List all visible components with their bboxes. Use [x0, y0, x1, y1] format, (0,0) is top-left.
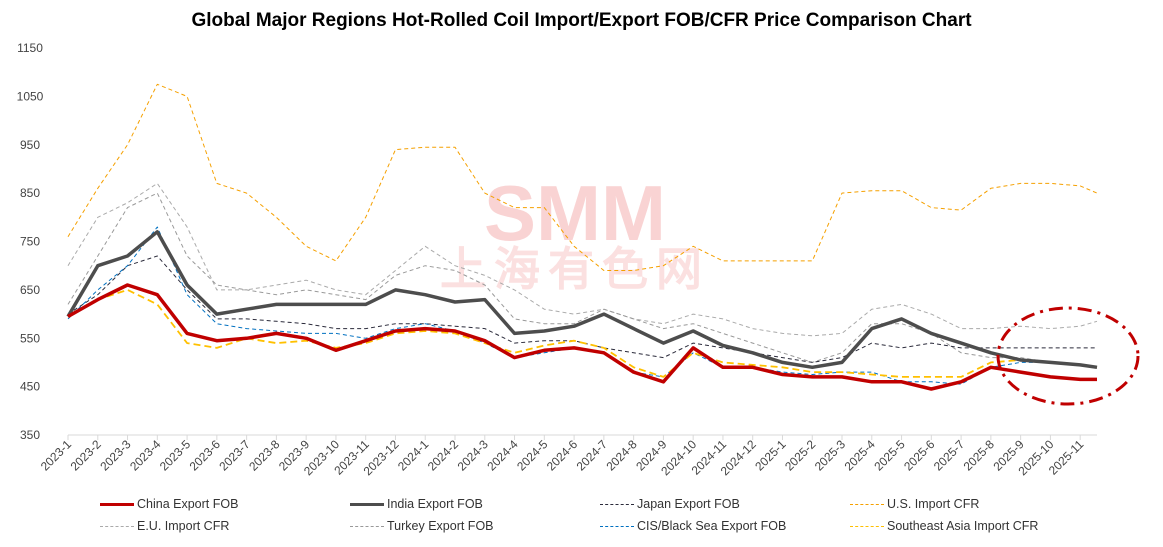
x-tick-label: 2023-5	[157, 437, 194, 474]
legend-swatch	[850, 525, 884, 527]
series-line-southeast-asia-import-cfr	[67, 288, 1098, 378]
legend-item: U.S. Import CFR	[850, 497, 979, 511]
x-tick-label: 2023-3	[97, 437, 134, 474]
x-tick-label: 2023-4	[127, 437, 164, 474]
legend-item: Japan Export FOB	[600, 497, 740, 511]
legend-item: India Export FOB	[350, 497, 483, 511]
x-tick-label: 2025-6	[901, 437, 938, 474]
watermark-text: 上海有色网	[440, 243, 710, 295]
x-tick-label: 2025-2	[782, 437, 819, 474]
x-tick-label: 2024-3	[455, 437, 492, 474]
legend-label: E.U. Import CFR	[137, 519, 230, 533]
x-tick-label: 2025-8	[961, 437, 998, 474]
x-tick-label: 2025-1	[752, 437, 789, 474]
y-tick-label: 550	[20, 331, 40, 345]
chart-title: Global Major Regions Hot-Rolled Coil Imp…	[191, 10, 972, 31]
legend-label: CIS/Black Sea Export FOB	[637, 519, 787, 533]
legend-label: U.S. Import CFR	[887, 497, 980, 511]
legend-label: Turkey Export FOB	[387, 519, 494, 533]
x-tick-label: 2025-4	[842, 437, 879, 474]
x-tick-label: 2024-7	[574, 437, 611, 474]
x-tick-label: 2023-1	[38, 437, 75, 474]
series-line-u-s-import-cfr	[67, 83, 1098, 271]
watermark-logo: SMM	[484, 169, 666, 257]
legend-item: Southeast Asia Import CFR	[850, 519, 1038, 533]
y-tick-label: 1050	[17, 89, 44, 103]
legend-swatch	[600, 525, 634, 527]
legend-swatch	[350, 525, 384, 527]
legend-label: India Export FOB	[387, 497, 483, 511]
x-tick-label: 2023-7	[216, 437, 253, 474]
legend-item: Turkey Export FOB	[350, 519, 494, 533]
legend-swatch	[600, 503, 634, 505]
x-tick-label: 2025-3	[812, 437, 849, 474]
x-tick-label: 2023-8	[246, 437, 283, 474]
legend-swatch	[100, 502, 134, 506]
x-tick-label: 2023-2	[68, 437, 105, 474]
x-tick-label: 2025-7	[931, 437, 968, 474]
y-tick-label: 350	[20, 428, 40, 442]
legend-label: China Export FOB	[137, 497, 239, 511]
x-tick-label: 2024-4	[484, 437, 521, 474]
legend-label: Southeast Asia Import CFR	[887, 519, 1039, 533]
legend-swatch	[850, 503, 884, 505]
x-tick-label: 2024-5	[514, 437, 551, 474]
y-tick-label: 450	[20, 380, 40, 394]
legend-label: Japan Export FOB	[637, 497, 740, 511]
y-tick-label: 650	[20, 283, 40, 297]
x-tick-label: 2024-6	[544, 437, 581, 474]
y-tick-label: 950	[20, 138, 40, 152]
legend-item: CIS/Black Sea Export FOB	[600, 519, 786, 533]
legend-item: China Export FOB	[100, 497, 238, 511]
legend-item: E.U. Import CFR	[100, 519, 229, 533]
series-line-japan-export-fob	[67, 255, 1097, 363]
x-tick-label: 2024-1	[395, 437, 432, 474]
x-tick-label: 2023-6	[187, 437, 224, 474]
y-tick-label: 750	[20, 235, 40, 249]
y-tick-label: 1150	[17, 41, 43, 55]
legend-swatch	[100, 525, 134, 527]
legend-swatch	[350, 502, 384, 506]
x-tick-label: 2024-2	[425, 437, 462, 474]
y-tick-label: 850	[20, 186, 40, 200]
series-line-china-export-fob	[67, 283, 1097, 391]
series-line-india-export-fob	[66, 230, 1098, 370]
x-tick-label: 2025-5	[871, 437, 908, 474]
highlight-ellipse	[996, 306, 1140, 406]
x-tick-label: 2024-8	[603, 437, 640, 474]
